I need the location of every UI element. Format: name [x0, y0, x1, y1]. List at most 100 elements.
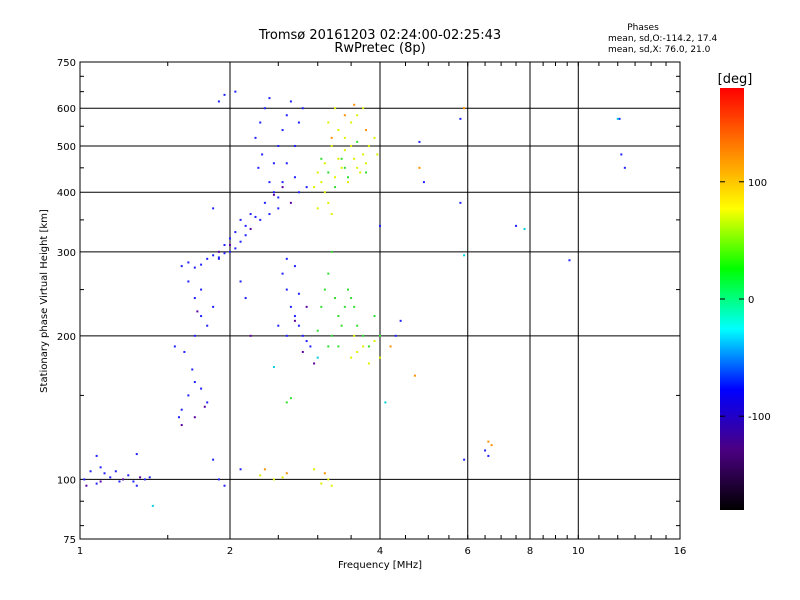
data-point [127, 474, 130, 477]
data-point [261, 153, 264, 156]
data-point [305, 186, 308, 189]
data-point [259, 218, 262, 221]
data-point [285, 401, 288, 404]
data-point [263, 468, 266, 471]
data-point [340, 324, 343, 327]
data-point [330, 213, 333, 216]
data-point [523, 227, 526, 230]
data-point [234, 247, 237, 250]
y-tick-label: 600 [57, 104, 76, 115]
data-point [212, 305, 215, 308]
data-point [365, 129, 368, 132]
data-point [422, 181, 425, 184]
data-point [340, 157, 343, 160]
y-tick-label: 200 [57, 332, 76, 343]
data-point [239, 218, 242, 221]
data-point [330, 484, 333, 487]
data-point [346, 176, 349, 179]
data-point [272, 162, 275, 165]
data-point [254, 215, 257, 218]
stats-heading: Phases [627, 23, 659, 33]
data-point [293, 176, 296, 179]
plot-area: 1 2 4 6 8 10 16 75 100 200 300 400 500 600 750 [57, 58, 686, 557]
data-point [350, 144, 353, 147]
data-point [301, 334, 304, 337]
colorbar-tick-label: 100 [748, 178, 767, 189]
data-point [229, 244, 231, 247]
data-point [180, 265, 183, 268]
data-point [379, 334, 381, 337]
data-point [365, 162, 368, 165]
chart-title: Tromsø 20161203 02:24:00-02:25:43 [258, 28, 501, 43]
data-point [459, 201, 462, 204]
data-point [139, 476, 142, 479]
x-tick-label: 1 [77, 546, 83, 557]
data-point [268, 97, 271, 100]
data-point [206, 324, 209, 327]
data-point [418, 140, 421, 143]
data-point [203, 405, 206, 408]
data-point [193, 381, 196, 384]
data-point [293, 144, 296, 147]
data-point [463, 254, 466, 257]
data-point [135, 484, 138, 487]
data-point [244, 224, 247, 227]
data-point [330, 334, 333, 337]
data-point [281, 476, 284, 479]
data-point [277, 144, 280, 147]
data-point [320, 305, 323, 308]
data-point [463, 107, 466, 110]
data-point [350, 297, 353, 300]
data-point [334, 297, 337, 300]
data-point [297, 121, 300, 124]
data-point [379, 356, 381, 359]
data-point [223, 93, 226, 96]
data-point [316, 171, 319, 174]
data-point [327, 121, 330, 124]
data-point [285, 257, 288, 260]
data-point [85, 484, 88, 487]
data-point [337, 315, 340, 318]
data-point [173, 345, 176, 348]
data-point [394, 334, 397, 337]
data-point [239, 468, 242, 471]
data-point [353, 305, 356, 308]
data-point [95, 454, 98, 457]
data-point [350, 121, 353, 124]
data-point [187, 261, 190, 264]
data-point [568, 259, 571, 262]
data-point [285, 472, 288, 475]
data-point [217, 100, 220, 103]
data-point [289, 201, 292, 204]
colorbar-tick-label: 0 [748, 295, 754, 306]
data-point [239, 240, 242, 243]
data-point [487, 440, 490, 443]
data-point [114, 470, 117, 473]
data-point [320, 157, 323, 160]
data-point [135, 453, 138, 456]
data-point [320, 482, 323, 485]
data-point [193, 416, 196, 419]
data-point [132, 480, 135, 483]
data-point [285, 162, 288, 165]
data-point [281, 186, 284, 189]
y-tick-label: 750 [57, 58, 76, 69]
data-point [180, 408, 183, 411]
data-point [212, 207, 215, 210]
data-point [618, 117, 621, 120]
data-point [200, 263, 203, 266]
data-point [459, 117, 462, 120]
x-axis-label: Frequency [MHz] [338, 560, 422, 571]
data-point [623, 166, 626, 169]
data-point [490, 444, 493, 447]
data-point [272, 191, 275, 194]
data-point [277, 324, 280, 327]
colorbar-label: [deg] [718, 72, 753, 87]
data-point [353, 103, 356, 106]
data-point [367, 362, 370, 365]
data-point [334, 107, 337, 110]
data-point [373, 315, 376, 318]
x-tick-label: 4 [377, 546, 383, 557]
